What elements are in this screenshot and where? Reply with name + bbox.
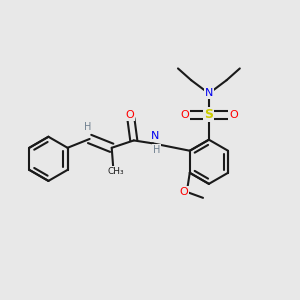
Text: O: O (125, 110, 134, 120)
Text: O: O (229, 110, 238, 120)
Text: S: S (204, 108, 213, 121)
Text: N: N (151, 131, 160, 141)
Text: N: N (205, 88, 213, 98)
Text: CH₃: CH₃ (107, 167, 124, 176)
Text: H: H (84, 122, 91, 132)
Text: O: O (180, 110, 189, 120)
Text: O: O (179, 187, 188, 197)
Text: H: H (153, 145, 160, 155)
